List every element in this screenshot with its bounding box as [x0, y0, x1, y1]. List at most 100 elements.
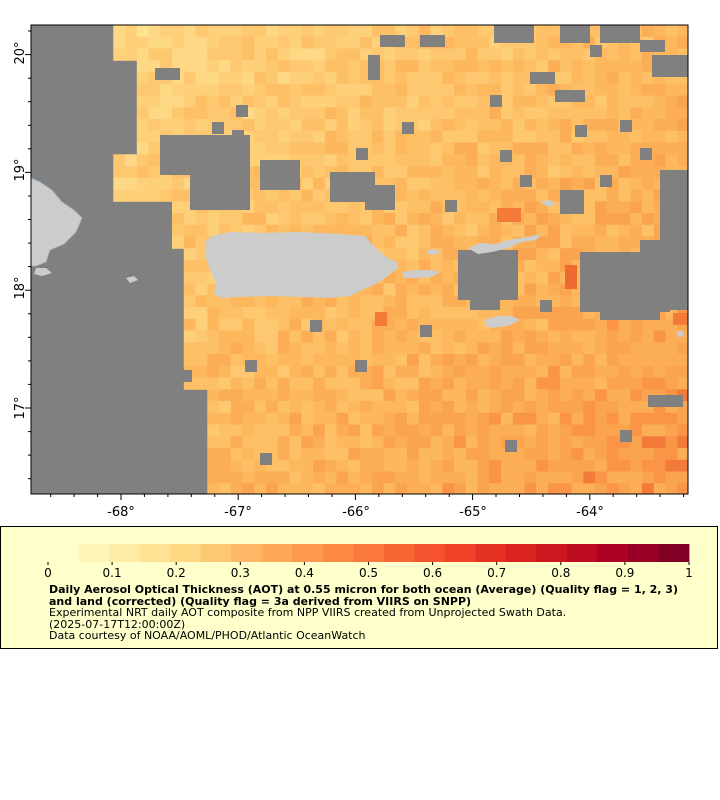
aot-cell — [618, 448, 631, 461]
aot-cell — [395, 318, 408, 332]
aot-cell — [442, 72, 455, 85]
aot-cell — [524, 119, 537, 132]
aot-cell — [501, 83, 514, 97]
aot-cell — [536, 130, 549, 144]
aot-cell — [536, 154, 549, 167]
aot-cell — [348, 119, 361, 132]
aot-cell — [454, 424, 467, 437]
aot-cell — [195, 48, 208, 61]
aot-cell — [395, 448, 408, 461]
aot-cell — [642, 448, 655, 461]
aot-cell — [195, 36, 208, 50]
aot-cell — [512, 307, 526, 320]
aot-cell — [371, 213, 385, 226]
aot-cell — [512, 48, 526, 61]
aot-cell — [524, 330, 537, 343]
aot-cell — [571, 142, 584, 155]
aot-cell — [454, 236, 467, 249]
aot-cell — [606, 424, 620, 437]
aot-cell — [642, 424, 655, 437]
aot-cell — [136, 107, 150, 120]
no-data-cell — [356, 148, 368, 160]
aot-cell — [595, 119, 608, 132]
aot-cell — [183, 283, 197, 296]
aot-cell — [301, 295, 314, 308]
aot-cell — [336, 377, 349, 390]
aot-cell — [618, 459, 631, 473]
aot-cell — [172, 224, 185, 238]
aot-cell — [524, 412, 537, 426]
aot-cell — [430, 130, 443, 144]
aot-cell — [677, 83, 688, 97]
aot-cell — [289, 424, 302, 437]
aot-cell — [348, 401, 361, 414]
aot-cell — [418, 213, 432, 226]
aot-cell — [454, 307, 467, 320]
aot-cell — [183, 213, 197, 226]
aot-cell — [172, 213, 185, 226]
aot-cell — [583, 107, 596, 120]
aot-cell — [501, 189, 514, 202]
aot-cell — [313, 354, 326, 367]
aot-cell — [207, 365, 220, 379]
aot-cell — [418, 48, 432, 61]
aot-cell — [442, 236, 455, 249]
aot-cell — [383, 72, 396, 85]
aot-cell — [313, 25, 326, 38]
aot-cell — [207, 224, 220, 238]
aot-cell — [371, 436, 385, 449]
aot-cell — [407, 107, 420, 120]
aot-cell — [430, 365, 443, 379]
aot-cell — [606, 401, 620, 414]
aot-cell — [348, 224, 361, 238]
aot-cell — [360, 330, 373, 343]
aot-cell — [454, 354, 467, 367]
aot-cell — [301, 48, 314, 61]
aot-cell — [536, 318, 549, 332]
aot-cell — [571, 166, 584, 179]
aot-cell — [266, 60, 279, 73]
aot-cell — [565, 265, 577, 289]
aot-cell — [606, 448, 620, 461]
no-data-cell — [500, 150, 512, 162]
colorbar-swatch — [414, 544, 446, 562]
aot-cell — [289, 189, 302, 202]
aot-cell — [477, 166, 490, 179]
aot-cell — [301, 213, 314, 226]
aot-cell — [183, 271, 197, 285]
aot-cell — [501, 377, 514, 390]
aot-cell — [277, 483, 291, 494]
aot-cell — [595, 365, 608, 379]
aot-cell — [489, 377, 502, 390]
aot-cell — [371, 154, 385, 167]
aot-cell — [254, 95, 267, 108]
aot-cell — [665, 142, 678, 155]
aot-cell — [289, 330, 302, 343]
aot-cell — [301, 354, 314, 367]
aot-cell — [418, 154, 432, 167]
aot-cell — [477, 25, 490, 38]
aot-cell — [289, 142, 302, 155]
aot-cell — [407, 342, 420, 355]
aot-cell — [430, 330, 443, 343]
aot-cell — [207, 354, 220, 367]
aot-cell — [512, 459, 526, 473]
colorbar-ticks: 0 0.1 0.2 0.3 0.4 0.5 0.6 0.7 0.8 0.9 1 — [44, 562, 693, 580]
aot-cell — [230, 412, 244, 426]
colorbar-tick-label: 0.5 — [359, 566, 378, 580]
aot-cell — [489, 83, 502, 97]
aot-cell — [454, 365, 467, 379]
aot-cell — [230, 354, 244, 367]
no-data-cell — [620, 430, 632, 442]
aot-cell — [277, 471, 291, 484]
aot-cell — [583, 201, 596, 214]
aot-cell — [548, 318, 561, 332]
aot-cell — [183, 342, 197, 355]
no-data-cell — [368, 55, 380, 80]
aot-cell — [383, 412, 396, 426]
aot-cell — [360, 483, 373, 494]
aot-cell — [465, 483, 479, 494]
aot-cell — [618, 166, 631, 179]
colorbar-tick-label: 0.8 — [551, 566, 570, 580]
aot-cell — [395, 72, 408, 85]
